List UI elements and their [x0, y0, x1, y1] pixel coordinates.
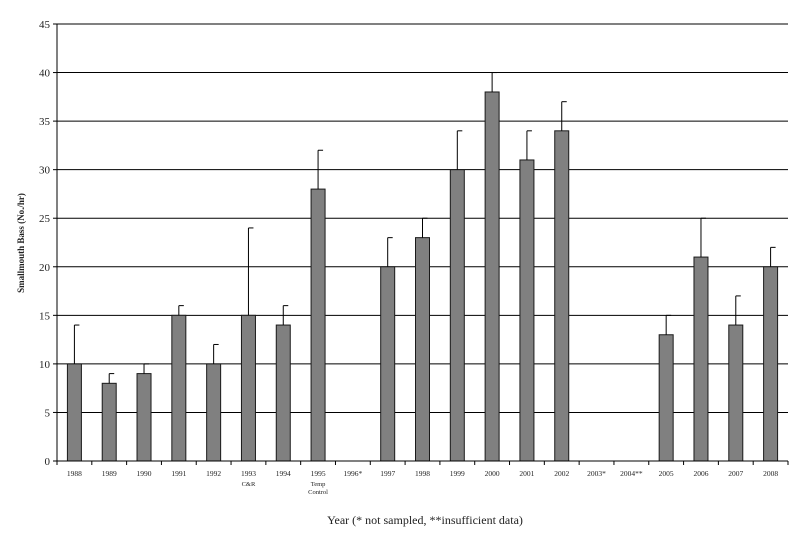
- x-tick-sublabel: C&R: [242, 481, 256, 488]
- bar: [763, 266, 779, 462]
- bar: [101, 382, 117, 462]
- x-tick-label: 2008: [763, 469, 778, 478]
- x-tick-sublabel: Temp: [311, 481, 326, 488]
- y-tick-label: 10: [39, 359, 51, 371]
- bar: [136, 373, 152, 462]
- x-tick-labels: 1988 1989 1990 1991 1992 1993 C&R 1994 1995 TempC…: [67, 469, 778, 496]
- y-tick-label: 25: [39, 213, 51, 225]
- y-axis-title: Smallmouth Bass (No./hr): [16, 193, 26, 293]
- bar: [658, 334, 674, 462]
- y-tick-labels: 0 5 10 15 20 25 30 35 40 45: [39, 19, 51, 468]
- bar: [449, 169, 465, 462]
- bar: [206, 363, 222, 462]
- x-tick-label: 2004**: [620, 469, 643, 478]
- bar: [310, 188, 326, 462]
- x-tick-label: 2006: [693, 469, 708, 478]
- x-tick-label: 1996*: [344, 469, 363, 478]
- bars: [66, 91, 779, 462]
- x-tick-label: 1989: [102, 469, 117, 478]
- bar: [66, 363, 82, 462]
- x-tick-label: 2003*: [587, 469, 606, 478]
- x-tick-label: 1995: [311, 469, 326, 478]
- x-tick-label: 2000: [485, 469, 500, 478]
- x-tick-label: 1990: [137, 469, 152, 478]
- bar: [728, 324, 744, 462]
- bar: [519, 159, 535, 462]
- error-bars: [73, 72, 776, 384]
- x-tick-label: 1998: [415, 469, 430, 478]
- x-axis-title: Year (* not sampled, **insufficient data…: [327, 513, 523, 527]
- x-tick-label: 2002: [554, 469, 569, 478]
- y-tick-label: 30: [39, 165, 51, 177]
- y-tick-label: 15: [39, 310, 51, 322]
- y-tick-label: 35: [39, 116, 51, 128]
- x-tick-label: 1994: [276, 469, 291, 478]
- bar: [240, 314, 256, 462]
- x-tick-sublabel: Control: [308, 489, 328, 496]
- bar: [380, 266, 396, 462]
- y-tick-label: 20: [39, 262, 51, 274]
- x-tick-label: 1997: [380, 469, 395, 478]
- bar: [275, 324, 291, 462]
- bar: [693, 256, 709, 462]
- bar: [554, 130, 570, 462]
- y-tick-label: 40: [39, 68, 51, 80]
- y-tick-label: 5: [45, 407, 51, 419]
- x-tick-label: 1991: [171, 469, 186, 478]
- x-tick-label: 2005: [659, 469, 674, 478]
- bar: [171, 314, 187, 462]
- bar: [415, 237, 430, 462]
- x-tick-label: 1988: [67, 469, 82, 478]
- x-tick-label: 1992: [206, 469, 221, 478]
- x-tick-label: 1999: [450, 469, 465, 478]
- axes: [53, 23, 789, 465]
- x-tick-label: 2007: [728, 469, 743, 478]
- x-tick-label: 1993: [241, 469, 256, 478]
- y-tick-label: 0: [45, 456, 51, 468]
- bar: [484, 91, 500, 462]
- x-tick-label: 2001: [519, 469, 534, 478]
- y-tick-label: 45: [39, 19, 51, 31]
